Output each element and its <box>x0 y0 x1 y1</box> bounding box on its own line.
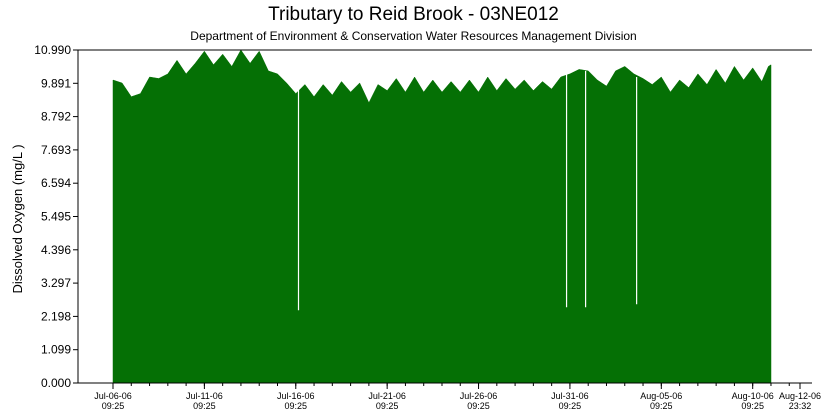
y-tick-label: 9.891 <box>41 76 71 90</box>
gap-layer <box>297 70 638 311</box>
x-ticks: Jul-06-0609:25Jul-11-0609:25Jul-16-0609:… <box>94 383 821 411</box>
y-axis-label: Dissolved Oxygen (mg/L ) <box>10 144 25 293</box>
y-tick-label: 10.990 <box>34 43 71 57</box>
x-tick-label-date: Jul-26-06 <box>460 391 498 401</box>
x-tick-label-time: 09:25 <box>376 401 399 411</box>
y-tick-label: 1.099 <box>41 343 71 357</box>
x-tick-label-time: 09:25 <box>650 401 673 411</box>
x-tick-label-time: 09:25 <box>467 401 490 411</box>
x-tick-label-time: 09:25 <box>193 401 216 411</box>
x-tick-label-time: 09:25 <box>559 401 582 411</box>
chart-subtitle: Department of Environment & Conservation… <box>190 29 637 43</box>
chart-title: Tributary to Reid Brook - 03NE012 <box>268 4 559 25</box>
x-tick-label-date: Jul-21-06 <box>368 391 406 401</box>
y-ticks: 0.000 1.099 2.198 3.297 4.396 5.495 6.594 7.693… <box>34 43 78 390</box>
y-tick-label: 2.198 <box>41 309 71 323</box>
x-tick-label-date: Jul-06-06 <box>94 391 132 401</box>
x-tick-label-time: 09:25 <box>285 401 308 411</box>
series-layer <box>112 49 772 384</box>
x-tick-label-time: 23:32 <box>789 401 812 411</box>
x-tick-label-time: 09:25 <box>102 401 125 411</box>
series-area-0 <box>112 49 772 384</box>
y-tick-label: 5.495 <box>41 210 71 224</box>
x-tick-label-date: Jul-31-06 <box>551 391 589 401</box>
y-tick-label: 4.396 <box>41 243 71 257</box>
x-tick-label-date: Aug-12-06 <box>779 391 821 401</box>
y-tick-label: 0.000 <box>41 376 71 390</box>
x-tick-label-date: Jul-16-06 <box>277 391 315 401</box>
y-tick-label: 6.594 <box>41 176 71 190</box>
x-tick-label-date: Jul-11-06 <box>186 391 223 401</box>
x-tick-label-date: Aug-10-06 <box>732 391 774 401</box>
x-tick-label-date: Aug-05-06 <box>640 391 682 401</box>
y-tick-label: 8.792 <box>41 110 71 124</box>
x-tick-label-time: 09:25 <box>741 401 764 411</box>
y-tick-label: 3.297 <box>41 276 71 290</box>
y-tick-label: 7.693 <box>41 143 71 157</box>
